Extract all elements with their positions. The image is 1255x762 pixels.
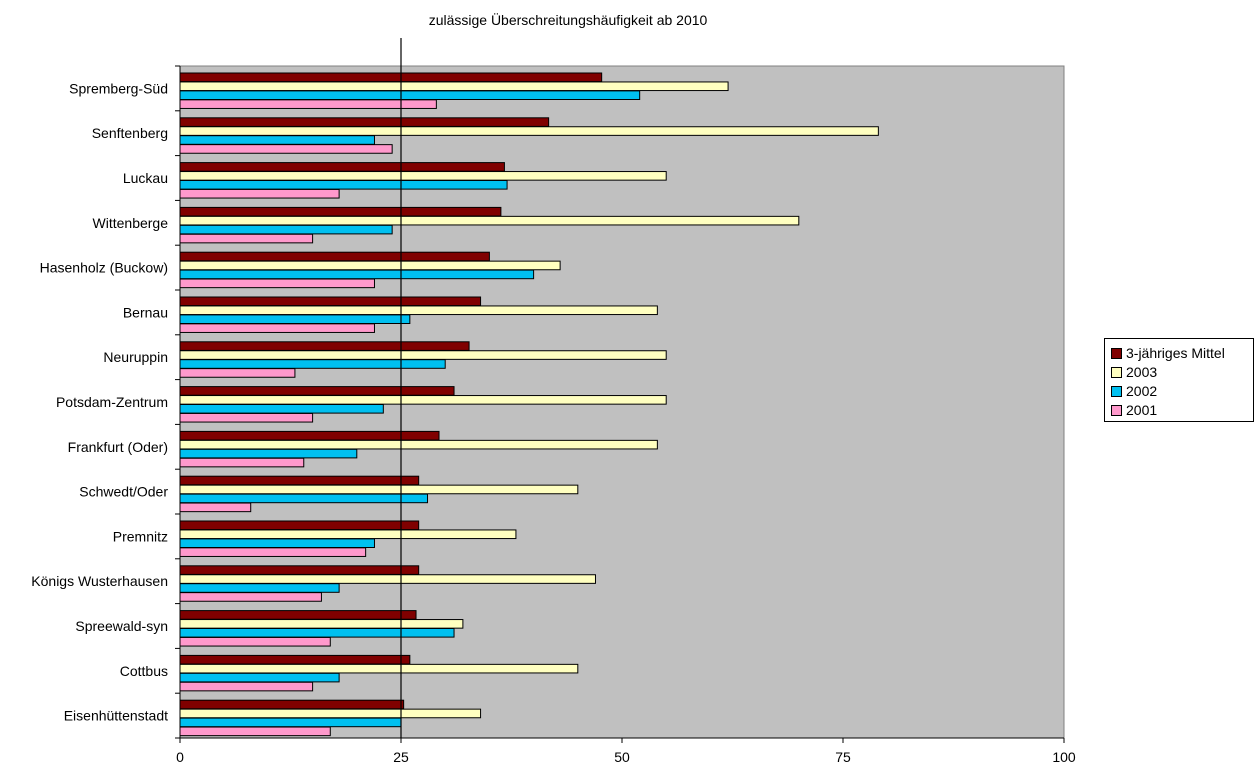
bar-9-3 bbox=[179, 502, 252, 513]
axes-layer: Spremberg-Süd Senftenberg Luckau Wittenberg… bbox=[31, 65, 1076, 762]
x-tick-label: 100 bbox=[1052, 749, 1076, 762]
category-label: Bernau bbox=[123, 304, 168, 320]
bar-12-3 bbox=[179, 636, 331, 647]
legend-swatch bbox=[1111, 347, 1122, 359]
category-label: Senftenberg bbox=[92, 125, 168, 141]
legend-item: 2002 bbox=[1111, 381, 1157, 401]
legend-label: 2001 bbox=[1126, 402, 1158, 418]
category-label: Cottbus bbox=[120, 663, 168, 679]
bar-13-3 bbox=[179, 681, 314, 692]
bar-8-2 bbox=[179, 448, 358, 459]
bar-5-0 bbox=[179, 296, 482, 307]
x-tick-label: 25 bbox=[393, 749, 409, 762]
reference-line-label: zulässige Überschreitungshäufigkeit ab 2… bbox=[429, 11, 708, 28]
legend-label: 2002 bbox=[1126, 383, 1158, 399]
reference-layer: zulässige Überschreitungshäufigkeit ab 2… bbox=[400, 11, 708, 738]
bar-10-2 bbox=[179, 538, 375, 549]
bar-6-3 bbox=[179, 368, 296, 378]
bar-14-1 bbox=[179, 708, 482, 719]
legend-label: 3-jähriges Mittel bbox=[1126, 345, 1225, 361]
bar-5-1 bbox=[179, 305, 658, 316]
bar-10-3 bbox=[179, 547, 367, 557]
bar-0-1 bbox=[179, 81, 729, 92]
bar-7-1 bbox=[179, 395, 667, 405]
bar-6-2 bbox=[179, 359, 446, 369]
bar-4-0 bbox=[179, 251, 490, 262]
bar-6-0 bbox=[179, 341, 470, 351]
bar-14-0 bbox=[179, 699, 405, 710]
bar-11-1 bbox=[179, 574, 596, 584]
bar-4-3 bbox=[179, 278, 375, 289]
category-label: Frankfurt (Oder) bbox=[68, 439, 168, 455]
bar-8-1 bbox=[179, 439, 658, 450]
legend: 3-jähriges Mittel 2003 2002 2001 bbox=[1104, 338, 1254, 422]
bar-4-2 bbox=[179, 269, 535, 280]
legend-swatch bbox=[1111, 385, 1122, 397]
legend-swatch bbox=[1111, 366, 1122, 378]
legend-item: 3-jähriges Mittel bbox=[1111, 343, 1225, 363]
bar-3-0 bbox=[179, 206, 502, 217]
bar-3-1 bbox=[179, 215, 800, 226]
category-label: Schwedt/Oder bbox=[79, 484, 168, 500]
bar-2-2 bbox=[179, 180, 508, 190]
bar-11-3 bbox=[179, 592, 322, 602]
category-label: Wittenberge bbox=[93, 215, 169, 231]
bar-2-3 bbox=[179, 188, 340, 199]
bar-3-2 bbox=[179, 224, 393, 235]
category-label: Potsdam-Zentrum bbox=[56, 394, 168, 410]
category-label: Luckau bbox=[123, 170, 168, 186]
bars-layer bbox=[179, 72, 879, 737]
category-label: Neuruppin bbox=[103, 349, 168, 365]
bar-11-0 bbox=[179, 565, 420, 575]
legend-label: 2003 bbox=[1126, 364, 1158, 380]
category-label: Königs Wusterhausen bbox=[31, 573, 168, 589]
category-label: Premnitz bbox=[113, 528, 168, 544]
bar-7-0 bbox=[179, 386, 455, 396]
bar-0-2 bbox=[179, 90, 641, 101]
x-tick-label: 75 bbox=[835, 749, 851, 762]
bar-9-0 bbox=[179, 475, 420, 486]
bar-13-0 bbox=[179, 654, 411, 665]
bar-12-1 bbox=[179, 619, 464, 629]
bar-7-2 bbox=[179, 404, 384, 414]
bar-0-3 bbox=[179, 99, 437, 109]
bar-12-0 bbox=[179, 610, 417, 620]
legend-item: 2003 bbox=[1111, 362, 1157, 382]
bar-13-1 bbox=[179, 663, 579, 674]
bar-1-2 bbox=[179, 135, 375, 145]
category-label: Spremberg-Süd bbox=[69, 80, 168, 96]
bar-8-3 bbox=[179, 457, 305, 468]
bar-14-3 bbox=[179, 726, 331, 737]
category-label: Eisenhüttenstadt bbox=[64, 708, 168, 724]
bar-1-3 bbox=[179, 144, 393, 154]
x-tick-label: 50 bbox=[614, 749, 630, 762]
bar-2-1 bbox=[179, 171, 667, 181]
bar-6-1 bbox=[179, 350, 667, 360]
bar-3-3 bbox=[179, 233, 314, 244]
bar-1-1 bbox=[179, 126, 879, 136]
bar-13-2 bbox=[179, 672, 340, 683]
bar-0-0 bbox=[179, 72, 603, 83]
bar-1-0 bbox=[179, 117, 550, 127]
bar-4-1 bbox=[179, 260, 561, 271]
bar-10-1 bbox=[179, 529, 517, 540]
bar-10-0 bbox=[179, 520, 420, 531]
bar-12-2 bbox=[179, 628, 455, 638]
bar-2-0 bbox=[179, 162, 505, 172]
bar-9-1 bbox=[179, 484, 579, 495]
legend-item: 2001 bbox=[1111, 400, 1157, 420]
bar-14-2 bbox=[179, 717, 402, 728]
bar-7-3 bbox=[179, 412, 314, 423]
bar-9-2 bbox=[179, 493, 429, 504]
bar-5-2 bbox=[179, 314, 411, 324]
bar-5-3 bbox=[179, 323, 375, 333]
x-tick-label: 0 bbox=[176, 749, 184, 762]
legend-swatch bbox=[1111, 404, 1122, 416]
bar-11-2 bbox=[179, 583, 340, 593]
category-label: Spreewald-syn bbox=[75, 618, 168, 634]
bar-8-0 bbox=[179, 430, 440, 441]
category-label: Hasenholz (Buckow) bbox=[40, 260, 168, 276]
